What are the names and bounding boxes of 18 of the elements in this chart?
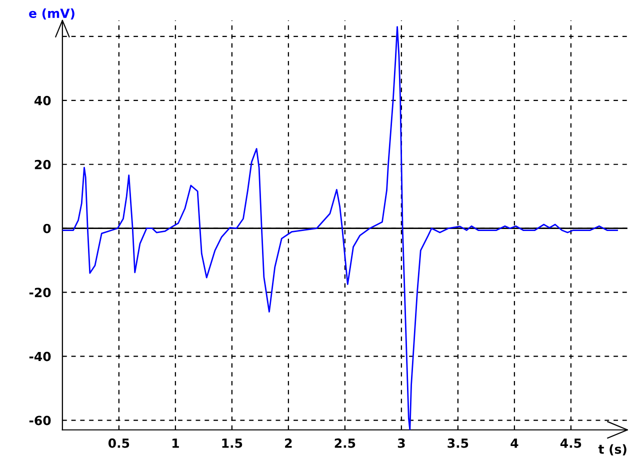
x-tick-label: 1 [172, 438, 179, 448]
x-tick-label: 3 [398, 438, 405, 448]
y-tick-label: 40 [34, 96, 51, 106]
x-tick-label: 2.5 [334, 438, 356, 448]
x-axis-title: t (s) [598, 444, 626, 456]
y-tick-label: -40 [29, 352, 51, 362]
y-tick-label: -60 [29, 416, 51, 426]
y-tick-label: -20 [29, 288, 51, 298]
y-tick-label: 0 [43, 224, 51, 234]
x-tick-label: 3.5 [448, 438, 468, 448]
line-series [62, 26, 618, 430]
x-tick-label: 4.5 [560, 438, 582, 448]
x-tick-label: 2 [285, 438, 292, 448]
x-tick-label: 1.5 [222, 438, 242, 448]
y-tick-label: 20 [34, 160, 51, 170]
x-tick-label: 4 [510, 438, 518, 448]
y-axis-title: e (mV) [29, 8, 74, 20]
x-tick-label: 0.5 [108, 438, 130, 448]
